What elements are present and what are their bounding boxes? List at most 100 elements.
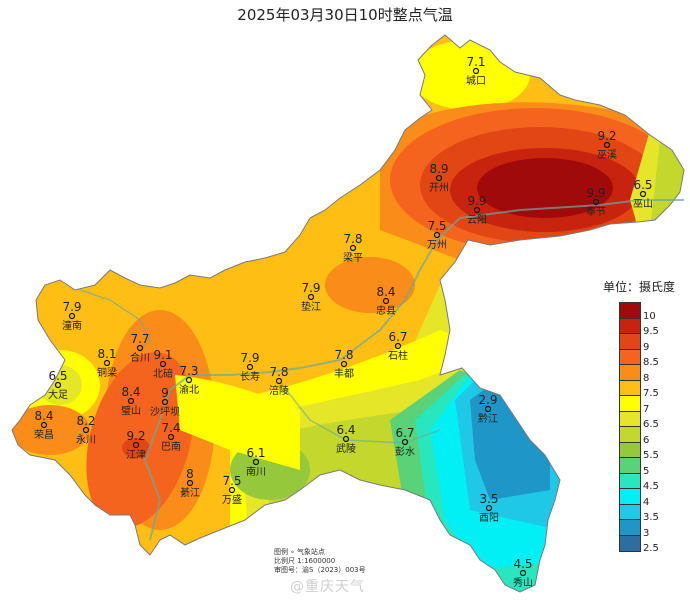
station-value: 7.5 xyxy=(427,219,446,233)
station-marker: 3.5 酉阳 xyxy=(479,492,499,524)
station-marker: 8 綦江 xyxy=(180,467,200,499)
legend-tick: 7.5 xyxy=(643,388,659,399)
legend-tick: 8.5 xyxy=(643,357,659,368)
station-value: 6.7 xyxy=(388,330,407,344)
station-marker: 6.5 大足 xyxy=(48,369,68,401)
station-dot-icon xyxy=(472,67,480,75)
station-value: 7.7 xyxy=(130,332,149,346)
station-dot-icon xyxy=(136,344,144,352)
station-name: 铜梁 xyxy=(97,366,117,379)
station-name: 城口 xyxy=(466,75,486,87)
color-legend xyxy=(619,302,641,552)
station-dot-icon xyxy=(275,377,283,385)
station-value: 6.5 xyxy=(633,178,652,192)
station-value: 4.5 xyxy=(513,557,532,571)
station-marker: 4.5 秀山 xyxy=(513,557,533,589)
legend-tick: 3 xyxy=(643,527,650,539)
station-name: 忠县 xyxy=(376,305,396,317)
station-value: 2.9 xyxy=(478,393,497,407)
station-dot-icon xyxy=(435,174,443,182)
map-title: 2025年03月30日10时整点气温 xyxy=(237,6,453,24)
station-name: 巫山 xyxy=(633,198,653,210)
station-marker: 7.8 涪陵 xyxy=(269,365,289,397)
station-value: 7.1 xyxy=(466,55,485,69)
station-marker: 8.4 荣昌 xyxy=(34,409,54,441)
station-value: 7.5 xyxy=(222,474,241,488)
jialing-river xyxy=(79,289,151,351)
station-dot-icon xyxy=(603,141,611,149)
station-marker: 6.7 彭水 xyxy=(395,426,415,458)
station-value: 8.1 xyxy=(97,347,116,361)
station-name: 酉阳 xyxy=(479,512,499,524)
legend-tick: 5.5 xyxy=(643,450,659,461)
station-marker: 9.9 云阳 xyxy=(467,194,487,226)
station-value: 6.7 xyxy=(395,426,414,440)
station-value: 7.8 xyxy=(343,232,362,246)
station-name: 永川 xyxy=(76,433,96,446)
legend-band xyxy=(620,535,640,551)
station-marker: 8.1 铜梁 xyxy=(97,347,117,379)
station-name: 巫溪 xyxy=(597,149,617,161)
station-marker: 8.4 璧山 xyxy=(121,385,141,417)
station-dot-icon xyxy=(592,198,600,206)
station-name: 石柱 xyxy=(388,349,408,362)
station-value: 9.2 xyxy=(597,129,616,143)
station-dot-icon xyxy=(127,397,135,405)
legend-band xyxy=(620,442,640,458)
station-name: 万州 xyxy=(427,239,447,251)
station-dot-icon xyxy=(473,206,481,214)
station-name: 綦江 xyxy=(180,486,200,499)
station-name: 荣昌 xyxy=(34,429,54,441)
station-marker: 6.7 石柱 xyxy=(388,330,408,362)
station-value: 7.8 xyxy=(269,365,288,379)
legend-band xyxy=(620,473,640,489)
legend-band xyxy=(620,427,640,443)
station-marker: 7.8 梁平 xyxy=(343,232,363,264)
station-value: 9.1 xyxy=(153,348,172,362)
station-marker: 7.1 城口 xyxy=(466,55,486,87)
legend-band xyxy=(620,520,640,536)
legend-tick: 2.5 xyxy=(643,543,659,554)
station-marker: 7.3 渝北 xyxy=(179,364,199,396)
station-name: 黔江 xyxy=(478,412,498,425)
station-name: 南川 xyxy=(246,465,266,478)
station-dot-icon xyxy=(394,342,402,350)
station-dot-icon xyxy=(252,458,260,466)
station-value: 6.1 xyxy=(246,446,265,460)
legend-band xyxy=(620,334,640,350)
legend-tick: 7 xyxy=(643,403,650,415)
region-boundary xyxy=(11,34,685,593)
station-marker: 7.5 万盛 xyxy=(222,474,242,506)
legend-tick: 8 xyxy=(643,372,650,384)
station-value: 8 xyxy=(186,467,194,481)
station-value: 7.4 xyxy=(161,421,180,435)
watermark: @重庆天气 xyxy=(290,579,365,595)
station-value: 9.9 xyxy=(467,194,486,208)
station-dot-icon xyxy=(132,441,140,449)
station-marker: 2.9 黔江 xyxy=(478,393,498,425)
station-name: 合川 xyxy=(130,351,150,364)
station-name: 垫江 xyxy=(301,300,321,313)
scale-note: 比例尺 1:1600000 xyxy=(274,557,336,565)
map-notes: 图例 ∘ 气象站点 比例尺 1:1600000 审图号：渝S（2023）003号 xyxy=(274,548,366,575)
station-dot-icon xyxy=(340,360,348,368)
station-value: 8.4 xyxy=(121,385,140,399)
station-marker: 7.9 垫江 xyxy=(301,281,321,313)
legend-tick: 3.5 xyxy=(643,512,659,523)
station-marker: 9.2 巫溪 xyxy=(597,129,617,161)
station-name: 北碚 xyxy=(153,367,173,380)
station-dot-icon xyxy=(349,244,357,252)
legend-tick: 5 xyxy=(643,465,650,477)
station-name: 彭水 xyxy=(395,445,415,458)
station-dot-icon xyxy=(161,398,169,406)
legend-band xyxy=(620,303,640,319)
station-value: 7.9 xyxy=(240,351,259,365)
legend-tick: 4.5 xyxy=(643,481,659,492)
station-name: 沙坪坝 xyxy=(150,405,180,418)
station-name: 大足 xyxy=(48,388,68,401)
legend-tick: 9.5 xyxy=(643,326,659,337)
station-dot-icon xyxy=(639,190,647,198)
station-value: 7.3 xyxy=(179,364,198,378)
